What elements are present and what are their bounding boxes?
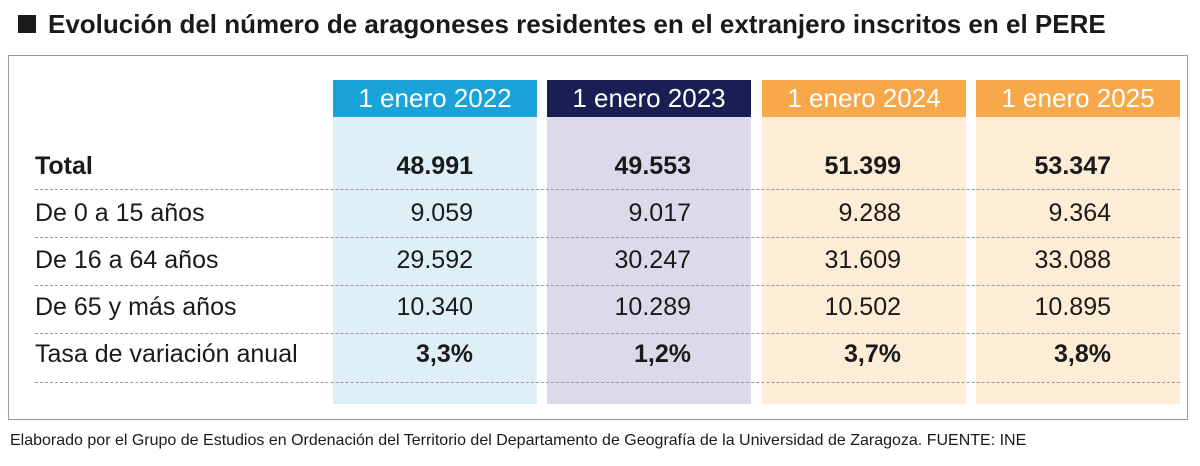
cell-value: 31.609 — [824, 245, 901, 274]
column-background-2024 — [762, 117, 966, 404]
row-label: Total — [35, 151, 93, 180]
cell-value: 9.288 — [838, 198, 901, 227]
cell-value: 49.553 — [614, 151, 691, 180]
cell-value: 10.895 — [1034, 292, 1111, 321]
cell-value: 3,3% — [416, 339, 473, 368]
cell-value: 10.289 — [614, 292, 691, 321]
title-text: Evolución del número de aragoneses resid… — [48, 8, 1106, 39]
cell-value: 53.347 — [1034, 151, 1111, 180]
column-header-2024: 1 enero 2024 — [762, 80, 966, 117]
title-square-icon — [18, 15, 36, 33]
cell-value: 10.340 — [396, 292, 473, 321]
table-row-annual-rate: Tasa de variación anual 3,3% 1,2% 3,7% 3… — [0, 331, 1200, 377]
column-background-2022 — [333, 117, 537, 404]
cell-value: 29.592 — [396, 245, 473, 274]
cell-value: 3,8% — [1054, 339, 1111, 368]
table-row-age-0-15: De 0 a 15 años 9.059 9.017 9.288 9.364 — [0, 190, 1200, 236]
cell-value: 48.991 — [396, 151, 473, 180]
cell-value: 9.017 — [628, 198, 691, 227]
cell-value: 30.247 — [614, 245, 691, 274]
cell-value: 3,7% — [844, 339, 901, 368]
source-footer: Elaborado por el Grupo de Estudios en Or… — [10, 432, 1027, 449]
column-background-2025 — [976, 117, 1180, 404]
cell-value: 1,2% — [634, 339, 691, 368]
table-row-age-16-64: De 16 a 64 años 29.592 30.247 31.609 33.… — [0, 237, 1200, 283]
column-background-2023 — [547, 117, 751, 404]
row-separator — [35, 333, 1180, 334]
row-label: De 0 a 15 años — [35, 198, 205, 227]
table-frame — [8, 55, 1188, 420]
row-separator — [35, 189, 1180, 190]
row-label: De 16 a 64 años — [35, 245, 219, 274]
row-separator — [35, 382, 1180, 383]
column-header-2022: 1 enero 2022 — [333, 80, 537, 117]
cell-value: 51.399 — [824, 151, 901, 180]
row-label: De 65 y más años — [35, 292, 237, 321]
table-row-total: Total 48.991 49.553 51.399 53.347 — [0, 143, 1200, 189]
row-separator — [35, 285, 1180, 286]
table-row-age-65-plus: De 65 y más años 10.340 10.289 10.502 10… — [0, 284, 1200, 330]
column-header-2023: 1 enero 2023 — [547, 80, 751, 117]
row-label: Tasa de variación anual — [35, 339, 298, 368]
cell-value: 10.502 — [824, 292, 901, 321]
cell-value: 9.364 — [1048, 198, 1111, 227]
chart-title: Evolución del número de aragoneses resid… — [18, 6, 1106, 42]
cell-value: 33.088 — [1034, 245, 1111, 274]
column-header-2025: 1 enero 2025 — [976, 80, 1180, 117]
cell-value: 9.059 — [410, 198, 473, 227]
row-separator — [35, 237, 1180, 238]
